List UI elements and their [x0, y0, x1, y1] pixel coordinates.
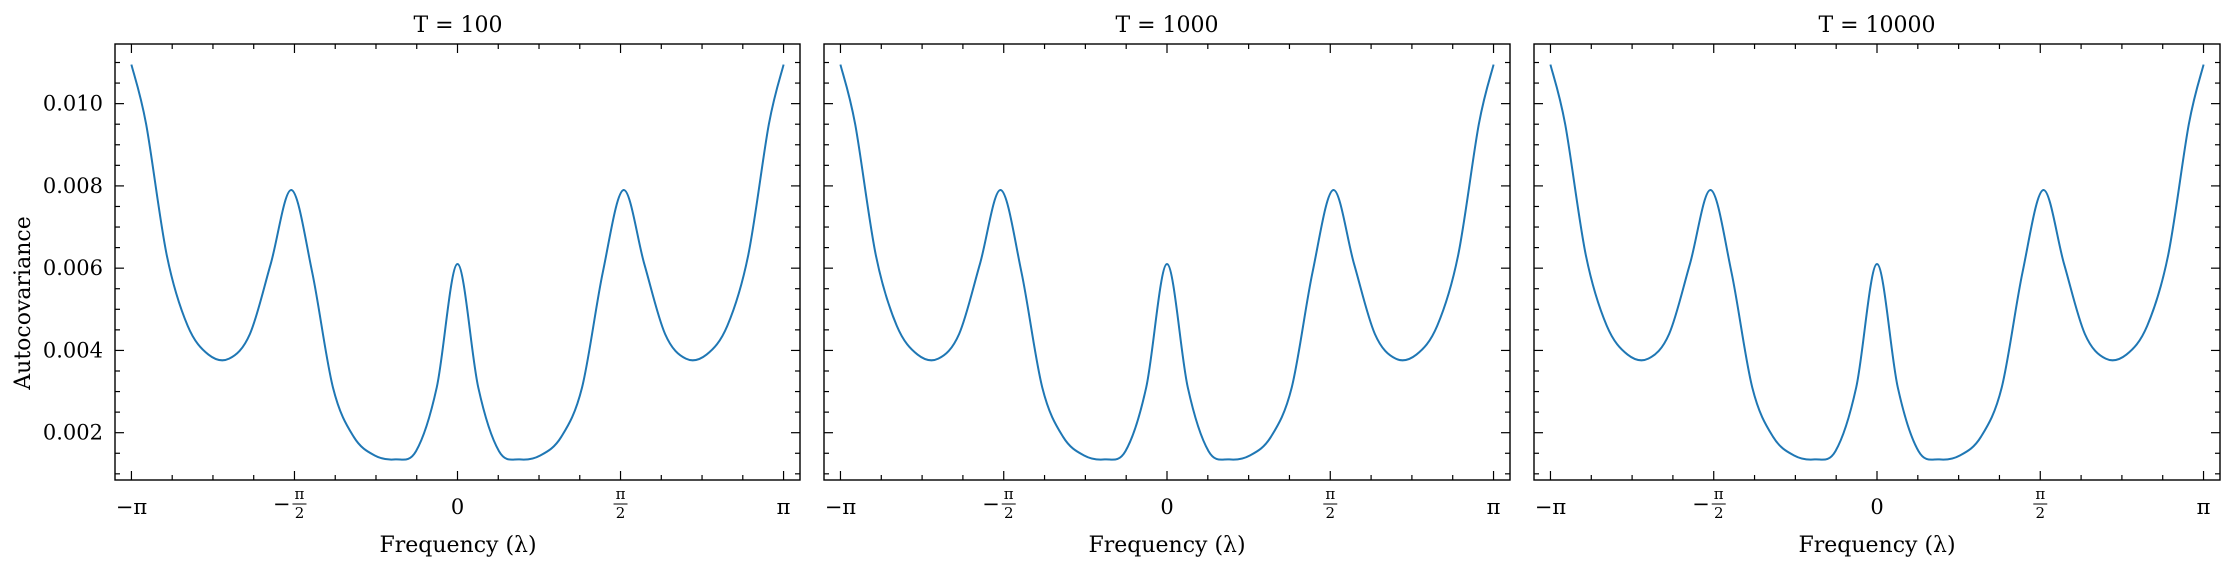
y-tick-label: 0.002	[43, 421, 103, 445]
x-tick-label-denominator: 2	[1004, 504, 1014, 522]
x-tick-label-sign: −	[273, 492, 291, 516]
subplot-3: T = 10000 −ππ2− 0π2 π Frequency (λ)	[1533, 13, 2221, 558]
subplot-3-x-axis-label: Frequency (λ)	[1798, 533, 1955, 558]
subplot-2-x-axis-label: Frequency (λ)	[1088, 533, 1245, 558]
x-tick-label: π2	[1323, 485, 1338, 522]
x-tick-label: 0	[1160, 495, 1173, 519]
x-tick-label-numerator: π	[1325, 485, 1335, 503]
x-tick-label: π2	[613, 485, 628, 522]
x-tick-label: 0	[451, 495, 464, 519]
subplot-1-x-axis-label: Frequency (λ)	[379, 533, 536, 558]
x-tick-label: −π	[116, 495, 148, 519]
x-tick-label-numerator: π	[1714, 485, 1724, 503]
x-tick-label-numerator: π	[295, 485, 305, 503]
axes-frame	[114, 43, 801, 481]
x-tick-label-denominator: 2	[1714, 504, 1724, 522]
series-line	[130, 64, 785, 461]
series-line	[1549, 64, 2205, 461]
series-line	[839, 64, 1495, 461]
x-tick-label-denominator: 2	[2035, 504, 2045, 522]
y-tick-label: 0.010	[43, 92, 103, 116]
subplot-3-plot-area: −ππ2− 0π2 π	[1533, 43, 2221, 522]
y-axis-label: Autocovariance	[11, 216, 36, 390]
x-tick-label-numerator: π	[1004, 485, 1014, 503]
x-tick-label: π	[777, 495, 791, 519]
x-tick-label: π2−	[1692, 485, 1726, 522]
x-tick-label-numerator: π	[616, 485, 626, 503]
x-tick-label: π	[2197, 495, 2211, 519]
y-tick-label: 0.006	[43, 256, 103, 280]
x-tick-label: −π	[825, 495, 857, 519]
x-tick-label: π2	[2033, 485, 2048, 522]
subplot-2: T = 1000 −ππ2− 0π2 π Frequency (λ)	[823, 13, 1511, 558]
subplot-3-title: T = 10000	[1818, 13, 1935, 38]
y-tick-label: 0.004	[43, 338, 103, 362]
x-tick-label-sign: −	[982, 492, 1000, 516]
x-tick-label-denominator: 2	[616, 504, 626, 522]
subplot-2-title: T = 1000	[1115, 13, 1218, 38]
axes-frame	[1533, 43, 2221, 481]
subplot-2-plot-area: −ππ2− 0π2 π	[823, 43, 1511, 522]
axes-frame	[823, 43, 1511, 481]
x-tick-label-denominator: 2	[1325, 504, 1335, 522]
subplot-1-title: T = 100	[413, 13, 502, 38]
x-tick-label: π2−	[273, 485, 307, 522]
x-tick-label: 0	[1870, 495, 1883, 519]
x-tick-label-numerator: π	[2035, 485, 2045, 503]
x-tick-label: π2−	[982, 485, 1016, 522]
x-tick-label: π	[1487, 495, 1501, 519]
y-tick-label: 0.008	[43, 174, 103, 198]
x-tick-label: −π	[1535, 495, 1567, 519]
x-tick-label-sign: −	[1692, 492, 1710, 516]
x-tick-label-denominator: 2	[295, 504, 305, 522]
